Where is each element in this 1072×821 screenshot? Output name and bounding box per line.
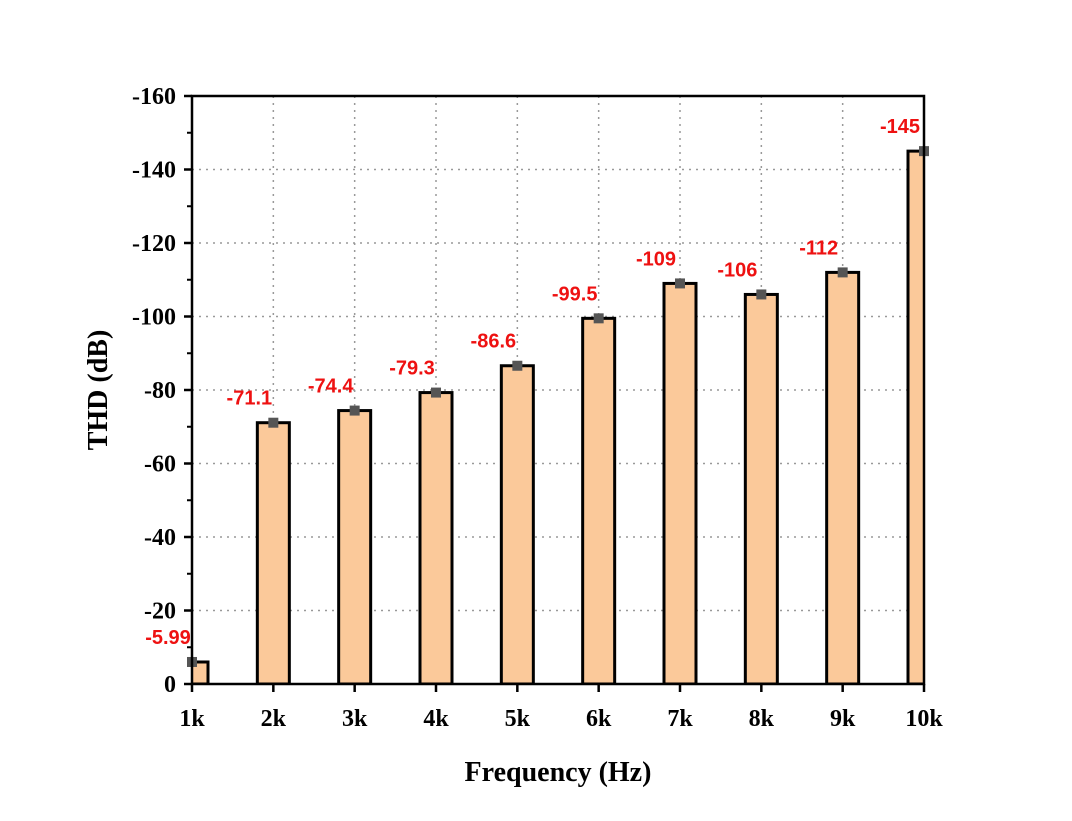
bar-1k <box>192 660 210 684</box>
data-label-4k: -79.3 <box>389 358 435 380</box>
y-tick-label: -80 <box>144 378 176 404</box>
data-label-2k: -71.1 <box>227 388 273 410</box>
bar-3k <box>337 409 373 684</box>
y-tick-label: -40 <box>144 525 176 551</box>
data-label-10k: -145 <box>880 116 920 138</box>
data-label-1k: -5.99 <box>145 627 191 649</box>
y-tick-label: -160 <box>132 84 176 110</box>
y-axis-title: THD (dB) <box>83 330 114 451</box>
marker-6k <box>593 313 604 324</box>
marker-8k <box>756 289 767 300</box>
x-tick-label: 8k <box>749 706 775 732</box>
bar-4k <box>418 391 454 684</box>
x-tick-label: 1k <box>179 706 205 732</box>
bar-8k <box>743 292 779 684</box>
y-tick-label: -20 <box>144 599 176 625</box>
x-tick-label: 7k <box>667 706 693 732</box>
data-label-5k: -86.6 <box>471 331 517 353</box>
data-markers <box>187 146 929 667</box>
x-tick-label: 3k <box>342 706 368 732</box>
x-axis-title: Frequency (Hz) <box>465 757 652 788</box>
bar-7k <box>662 281 698 684</box>
y-axis-ticks: 0 -20 -40 -60 -80 -100 -120 -140 -160 <box>132 84 192 698</box>
y-tick-label: -140 <box>132 158 176 184</box>
x-tick-label: 2k <box>261 706 287 732</box>
data-label-3k: -74.4 <box>308 376 354 398</box>
x-tick-label: 9k <box>830 706 856 732</box>
y-tick-label: 0 <box>164 672 176 698</box>
data-label-6k: -99.5 <box>552 283 598 305</box>
marker-3k <box>349 405 360 416</box>
x-tick-label: 5k <box>505 706 531 732</box>
grid-lines <box>192 96 924 684</box>
marker-4k <box>431 387 441 398</box>
bar-5k <box>499 364 535 684</box>
data-label-9k: -112 <box>799 237 838 259</box>
x-tick-label: 6k <box>586 706 612 732</box>
marker-7k <box>675 278 685 289</box>
data-label-8k: -106 <box>717 259 757 281</box>
x-tick-label: 10k <box>905 706 943 732</box>
data-labels: -5.99 -71.1 -74.4 -79.3 -86.6 -99.5 -109 -106 -1… <box>145 116 920 649</box>
marker-2k <box>268 417 279 428</box>
y-tick-label: -120 <box>132 231 176 257</box>
data-label-7k: -109 <box>636 248 676 270</box>
bar-10k <box>906 149 924 684</box>
bar-2k <box>255 421 291 684</box>
marker-9k <box>837 267 848 278</box>
bars <box>192 149 924 684</box>
x-axis-ticks: 1k 2k 3k 4k 5k 6k 7k 8k 9k 10k <box>179 684 943 732</box>
bar-6k <box>581 316 617 684</box>
marker-5k <box>512 360 523 371</box>
x-tick-label: 4k <box>423 706 449 732</box>
y-tick-label: -100 <box>132 305 176 331</box>
y-tick-label: -60 <box>144 452 176 478</box>
bar-9k <box>825 270 861 684</box>
